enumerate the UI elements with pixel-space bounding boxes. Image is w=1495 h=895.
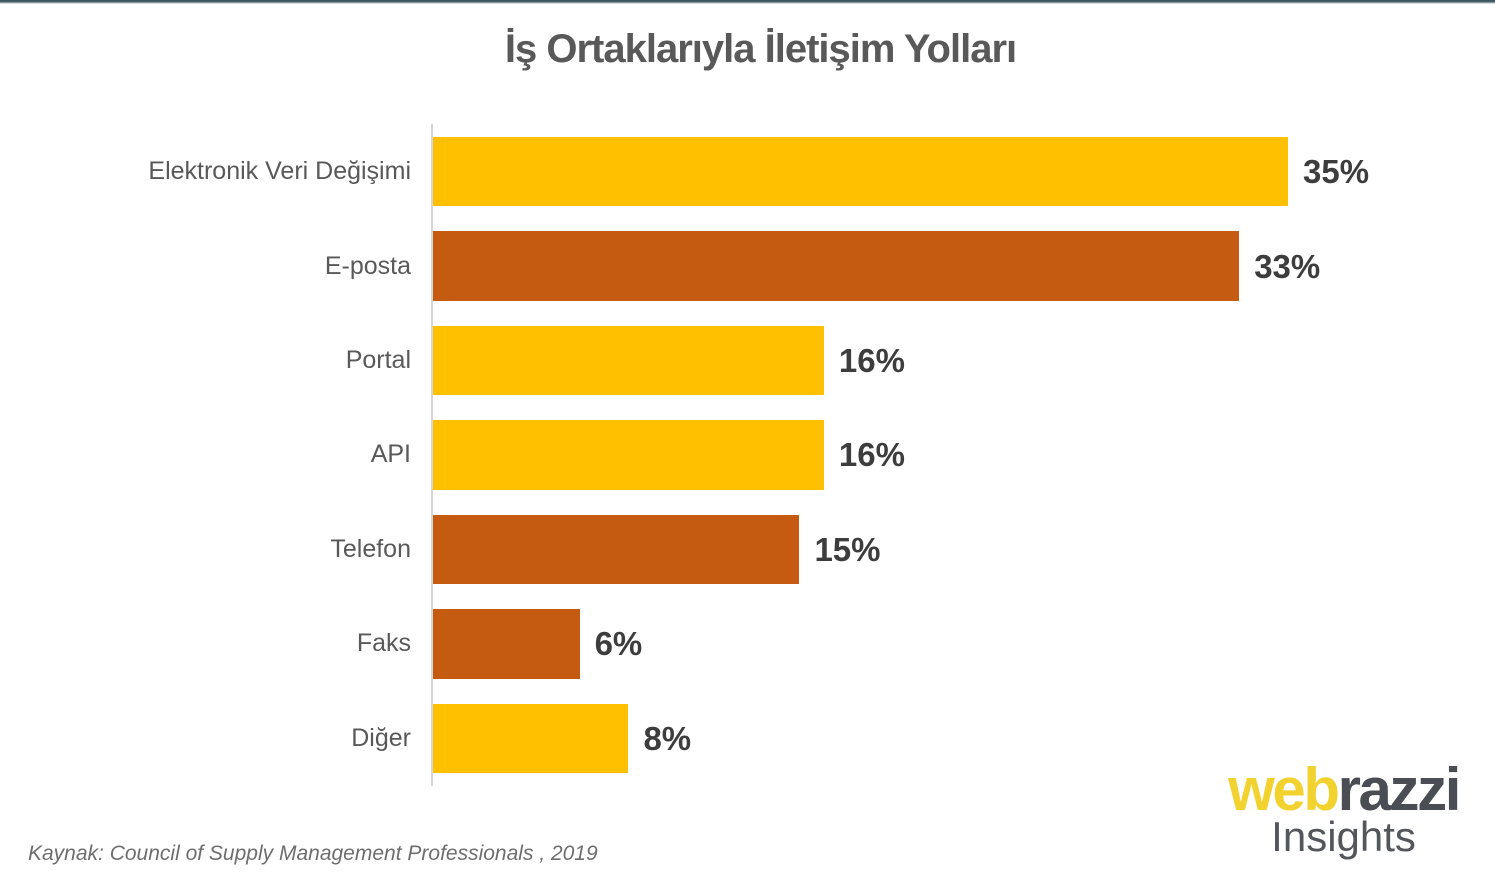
chart-title: İş Ortaklarıyla İletişim Yolları xyxy=(504,27,1017,71)
bar xyxy=(433,325,824,396)
category-label: Faks xyxy=(356,629,411,658)
category-label: Telefon xyxy=(330,534,411,563)
y-axis-line xyxy=(431,124,433,786)
logo-razzi: razzi xyxy=(1337,756,1462,823)
value-label: 15% xyxy=(814,530,881,568)
webrazzi-logo: webrazzi Insights xyxy=(1228,755,1461,860)
bar-row: Telefon 15% xyxy=(0,514,1495,585)
value-label: 6% xyxy=(594,625,643,663)
bar-row: Diğer 8% xyxy=(0,703,1495,773)
bar xyxy=(433,514,800,585)
category-label: API xyxy=(370,440,411,469)
source-note: Kaynak: Council of Supply Management Pro… xyxy=(28,842,598,865)
category-label: E-posta xyxy=(324,251,411,280)
bar-row: Elektronik Veri Değişimi 35% xyxy=(0,137,1495,207)
bar xyxy=(433,609,580,679)
value-label: 35% xyxy=(1303,153,1370,191)
bar-row: Faks 6% xyxy=(0,609,1495,679)
category-label: Diğer xyxy=(351,723,411,752)
bar xyxy=(433,420,824,490)
value-label: 16% xyxy=(838,436,905,474)
bar-row: API 16% xyxy=(0,420,1495,490)
bar-row: E-posta 33% xyxy=(0,231,1495,301)
logo-web: web xyxy=(1228,756,1340,823)
category-label: Portal xyxy=(345,346,411,375)
logo-wordmark: webrazzi xyxy=(1228,760,1461,820)
value-label: 8% xyxy=(643,719,692,757)
top-accent-bar xyxy=(0,0,1495,4)
logo-insights: Insights xyxy=(1271,813,1416,860)
bar-row: Portal 16% xyxy=(0,325,1495,396)
bar xyxy=(433,137,1289,207)
category-label: Elektronik Veri Değişimi xyxy=(148,157,411,186)
bar xyxy=(433,703,629,773)
value-label: 16% xyxy=(838,342,905,380)
value-label: 33% xyxy=(1254,247,1321,285)
bar xyxy=(433,231,1240,301)
